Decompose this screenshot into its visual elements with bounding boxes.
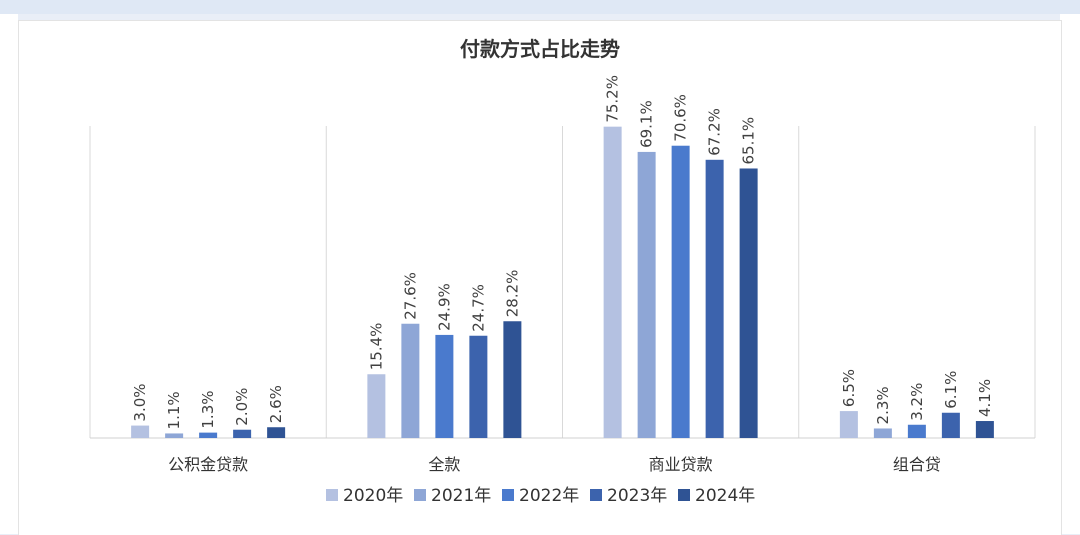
data-label: 24.7%: [469, 284, 487, 332]
bar: [367, 374, 386, 438]
data-labels-group: 3.0% 1.1% 1.3% 2.0% 2.6% 15.4% 27.6% 24.9% 24.7%…: [131, 75, 994, 429]
bar: [131, 425, 150, 438]
data-label: 6.5%: [840, 369, 858, 407]
bar: [401, 323, 420, 438]
data-label: 70.6%: [672, 94, 690, 142]
category-label: 组合贷: [893, 455, 941, 474]
data-label: 67.2%: [706, 108, 724, 156]
bar: [469, 335, 488, 438]
bar: [941, 412, 960, 438]
bar: [503, 321, 522, 438]
page-margin-right: [1060, 14, 1080, 534]
data-label: 65.1%: [740, 117, 758, 165]
legend-label: 2022年: [519, 486, 579, 506]
legend-swatch: [326, 489, 338, 501]
data-label: 1.1%: [165, 391, 183, 429]
data-label: 28.2%: [503, 270, 521, 318]
bar: [705, 159, 724, 439]
bar: [165, 433, 184, 438]
bar: [233, 429, 252, 438]
legend-label: 2021年: [431, 486, 491, 506]
data-label: 2.3%: [874, 386, 892, 424]
category-labels-group: 公积金贷款 全款 商业贷款 组合贷: [168, 455, 941, 474]
bar: [907, 424, 926, 438]
category-label: 全款: [428, 455, 460, 474]
legend: 2020年 2021年 2022年 2023年 2024年: [326, 486, 755, 506]
legend-swatch: [590, 489, 602, 501]
data-label: 6.1%: [942, 371, 960, 409]
category-label: 公积金贷款: [168, 455, 248, 474]
bar: [637, 151, 656, 438]
top-band: [0, 0, 1080, 14]
chart-title: 付款方式占比走势: [460, 37, 620, 61]
data-label: 2.6%: [267, 385, 285, 423]
chart-card: [18, 20, 1062, 535]
data-label: 1.3%: [199, 391, 217, 429]
legend-label: 2024年: [695, 486, 755, 506]
data-label: 75.2%: [604, 75, 622, 123]
data-label: 4.1%: [976, 379, 994, 417]
bar: [267, 427, 286, 438]
legend-swatch: [414, 489, 426, 501]
bar: [435, 334, 454, 438]
bar: [975, 421, 994, 438]
bar: [199, 432, 218, 438]
bar: [873, 428, 892, 438]
bars-group: [131, 126, 994, 439]
data-label: 2.0%: [233, 388, 251, 426]
page-margin-left: [0, 14, 18, 534]
bar: [839, 411, 858, 438]
category-separators: [89, 126, 1036, 438]
legend-label: 2020年: [343, 486, 403, 506]
legend-swatch: [502, 489, 514, 501]
data-label: 69.1%: [638, 100, 656, 148]
data-label: 3.2%: [908, 383, 926, 421]
data-label: 24.9%: [435, 283, 453, 331]
category-label: 商业贷款: [649, 455, 713, 474]
data-label: 15.4%: [367, 323, 385, 371]
legend-swatch: [678, 489, 690, 501]
data-label: 27.6%: [401, 272, 419, 320]
data-label: 3.0%: [131, 383, 149, 421]
bar: [739, 168, 758, 438]
bar: [603, 126, 622, 438]
bar: [671, 145, 690, 438]
legend-label: 2023年: [607, 486, 667, 506]
